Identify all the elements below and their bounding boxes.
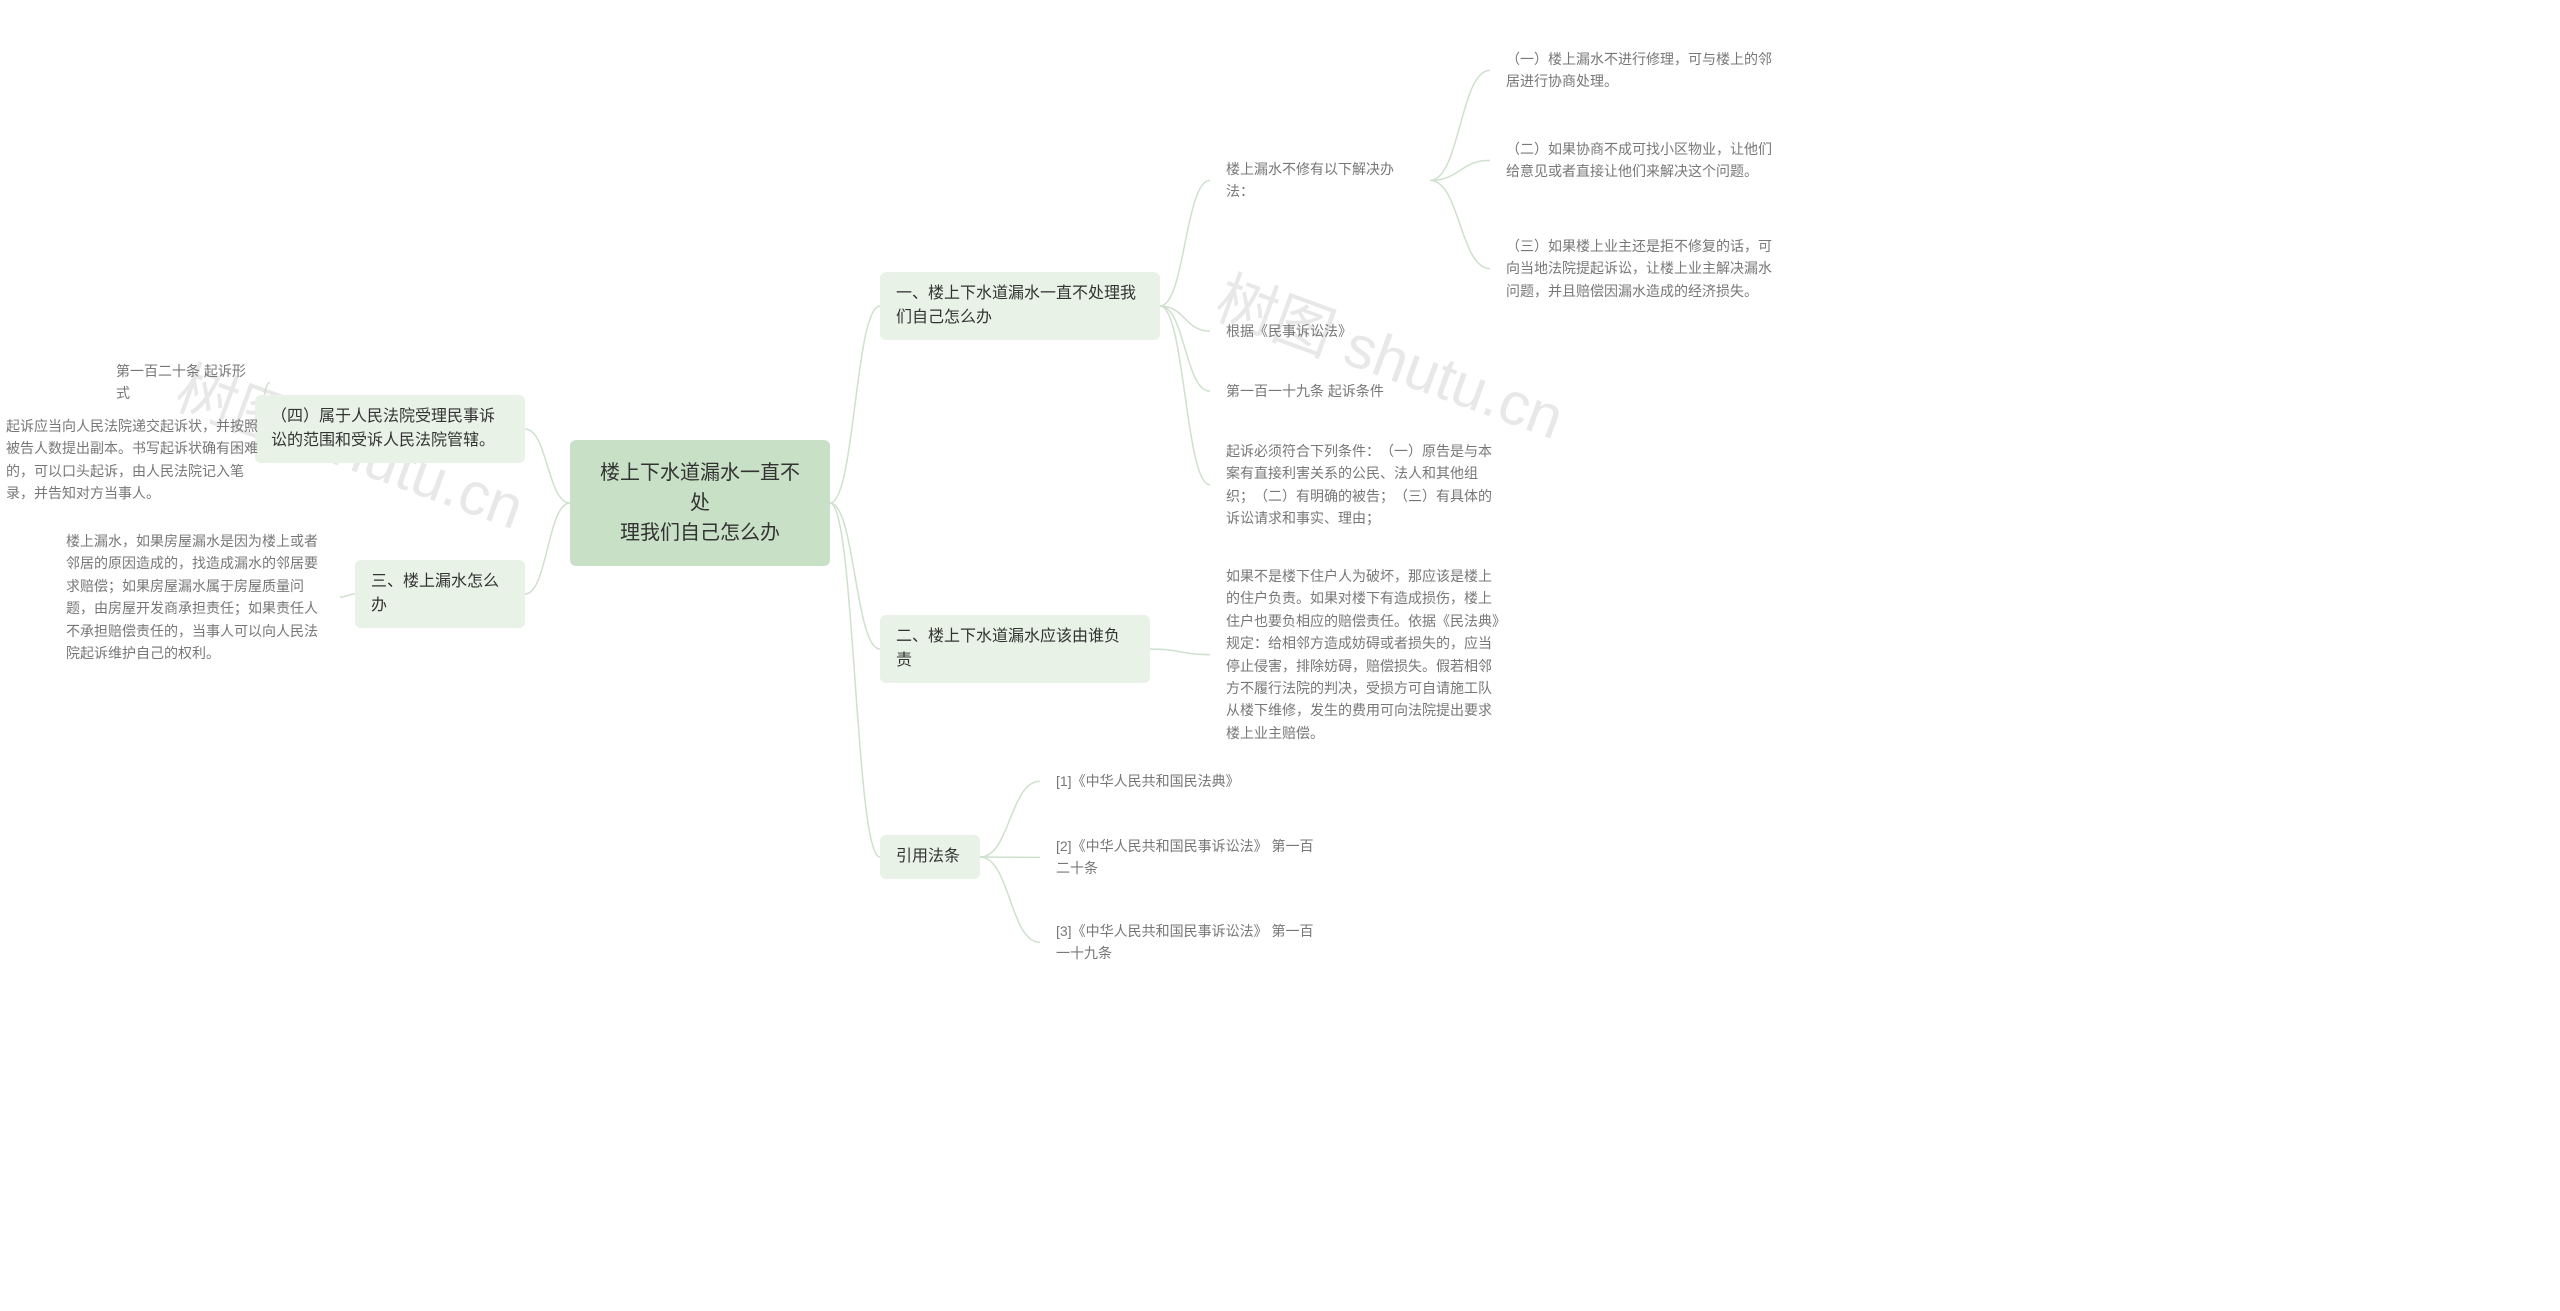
branch-r3[interactable]: 引用法条 — [880, 835, 980, 879]
leaf-r1a3[interactable]: （三）如果楼上业主还是拒不修复的话，可向当地法院提起诉讼，让楼上业主解决漏水问题… — [1490, 225, 1790, 312]
leaf-r1b[interactable]: 根据《民事诉讼法》 — [1210, 310, 1370, 352]
leaf-l2a[interactable]: 楼上漏水，如果房屋漏水是因为楼上或者邻居的原因造成的，找造成漏水的邻居要求赔偿；… — [50, 520, 340, 674]
leaf-r1c[interactable]: 第一百一十九条 起诉条件 — [1210, 370, 1400, 412]
branch-l1[interactable]: （四）属于人民法院受理民事诉讼的范围和受诉人民法院管辖。 — [255, 395, 525, 463]
leaf-r3a[interactable]: [1]《中华人民共和国民法典》 — [1040, 760, 1270, 802]
leaf-r2a[interactable]: 如果不是楼下住户人为破坏，那应该是楼上的住户负责。如果对楼下有造成损伤，楼上住户… — [1210, 555, 1520, 754]
root-node[interactable]: 楼上下水道漏水一直不处理我们自己怎么办 — [570, 440, 830, 566]
leaf-r3b[interactable]: [2]《中华人民共和国民事诉讼法》 第一百二十条 — [1040, 825, 1330, 890]
leaf-r1a1[interactable]: （一）楼上漏水不进行修理，可与楼上的邻居进行协商处理。 — [1490, 38, 1790, 103]
leaf-r1d[interactable]: 起诉必须符合下列条件： （一）原告是与本案有直接利害关系的公民、法人和其他组织；… — [1210, 430, 1510, 540]
branch-l2[interactable]: 三、楼上漏水怎么办 — [355, 560, 525, 628]
leaf-r1a2[interactable]: （二）如果协商不成可找小区物业，让他们给意见或者直接让他们来解决这个问题。 — [1490, 128, 1790, 193]
branch-r1[interactable]: 一、楼上下水道漏水一直不处理我们自己怎么办 — [880, 272, 1160, 340]
leaf-r1a[interactable]: 楼上漏水不修有以下解决办法： — [1210, 148, 1430, 213]
branch-r2[interactable]: 二、楼上下水道漏水应该由谁负责 — [880, 615, 1150, 683]
leaf-r3c[interactable]: [3]《中华人民共和国民事诉讼法》 第一百一十九条 — [1040, 910, 1330, 975]
leaf-l1b[interactable]: 起诉应当向人民法院递交起诉状，并按照被告人数提出副本。书写起诉状确有困难的，可以… — [0, 405, 280, 515]
